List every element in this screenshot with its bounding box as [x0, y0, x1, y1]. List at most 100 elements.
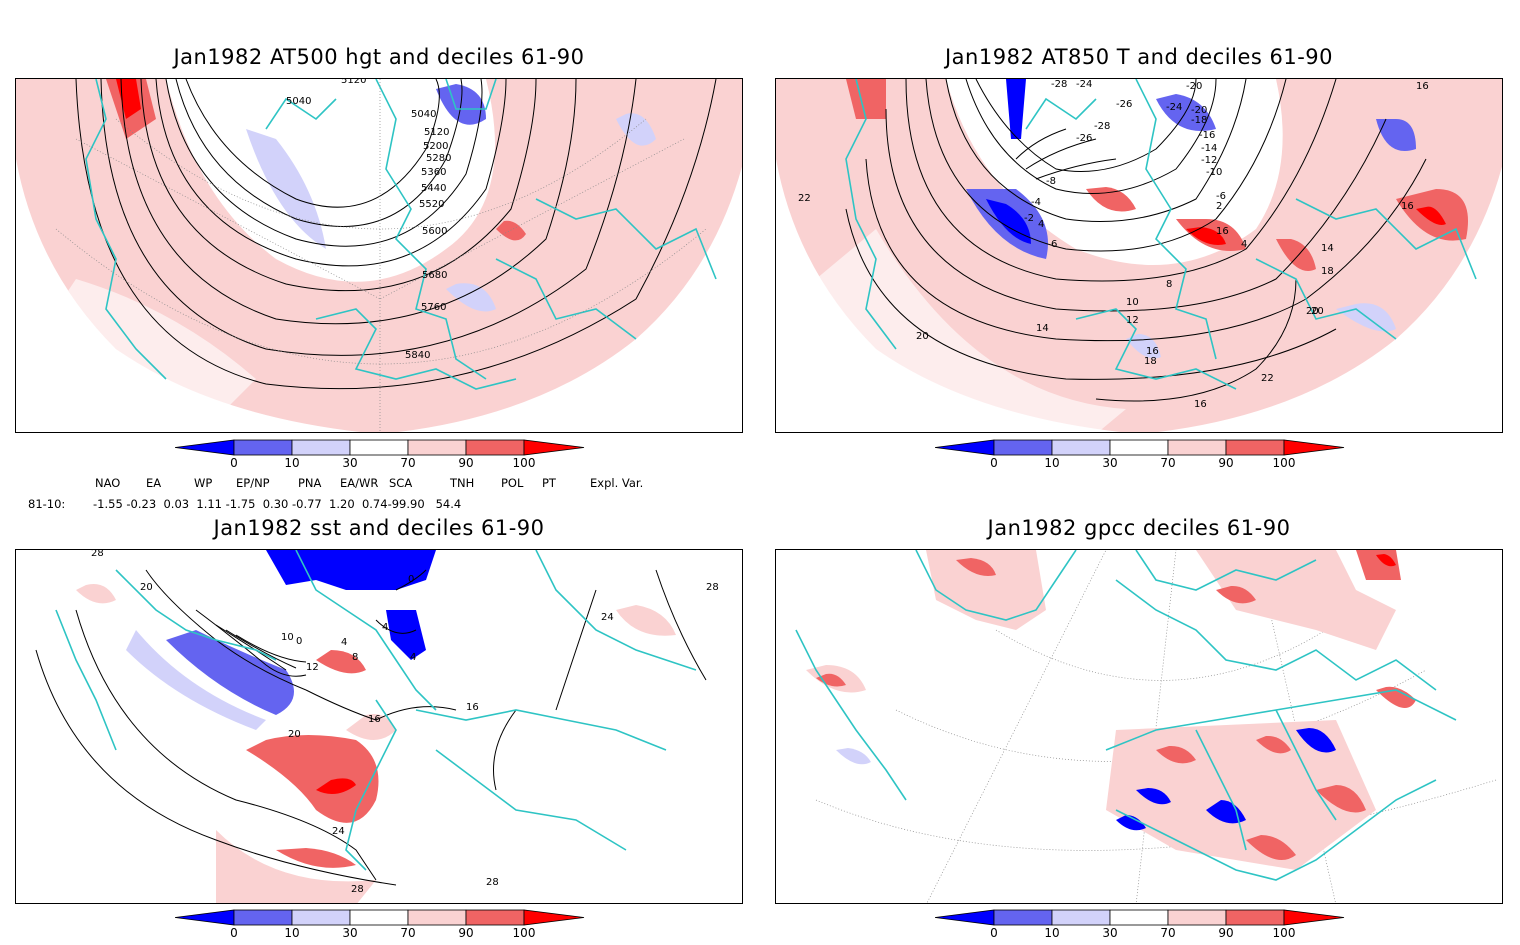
contour-label: 16 [1216, 226, 1229, 237]
colorbar-swatch [1225, 439, 1285, 456]
contour-label: 4 [410, 652, 416, 663]
colorbar-tick: 100 [512, 926, 536, 940]
contour-label: 5200 [423, 141, 448, 152]
contour-label: 8 [1166, 279, 1172, 290]
index-header: POL [501, 476, 524, 490]
contour-label: 5440 [421, 183, 446, 194]
index-header: PT [542, 476, 556, 490]
colorbar-swatch [1051, 439, 1111, 456]
contour-label: -16 [1199, 130, 1215, 141]
contour-label: 10 [281, 632, 294, 643]
contour-label: 5680 [422, 270, 447, 281]
colorbar-swatch [1051, 909, 1111, 926]
contour-label: 20 [1306, 306, 1319, 317]
index-header: EA/WR [340, 476, 379, 490]
contour-label: 16 [466, 702, 479, 713]
contour-label: -28 [1094, 121, 1110, 132]
panel-title-sst: Jan1982 sst and deciles 61-90 [213, 516, 545, 540]
contour-label: 28 [351, 884, 364, 895]
contour-label: -20 [1191, 105, 1207, 116]
contour-label: -10 [1206, 167, 1222, 178]
colorbar-swatch [291, 909, 351, 926]
contour-label: 8 [352, 652, 358, 663]
contour-label: 20 [916, 331, 929, 342]
colorbar-tick: 0 [230, 456, 238, 470]
contour-label: 5120 [341, 79, 366, 86]
contour-label: -20 [1186, 81, 1202, 92]
colorbar-swatch [1167, 909, 1227, 926]
contour-label: -18 [1191, 115, 1207, 126]
colorbar-swatch [349, 909, 409, 926]
contour-label: 5040 [286, 96, 311, 107]
contour-label: -6 [1216, 191, 1226, 202]
contour-label: 5600 [422, 226, 447, 237]
colorbar-tick: 70 [400, 926, 416, 940]
contour-label: 16 [1194, 399, 1207, 410]
colorbar-swatch [1167, 439, 1227, 456]
index-header: SCA [389, 476, 413, 490]
colorbar-swatches [175, 439, 585, 456]
colorbar-swatch [349, 439, 409, 456]
colorbar-swatch [935, 909, 995, 926]
contour-label: -14 [1201, 143, 1217, 154]
index-header: WP [194, 476, 213, 490]
contour-label: -28 [1051, 79, 1067, 90]
contour-label: 6 [1051, 239, 1057, 250]
colorbar-tick: 100 [512, 456, 536, 470]
contour-label: 10 [1126, 297, 1139, 308]
contour-label: -8 [1046, 176, 1056, 187]
map-t850-graphic: -28 -24 -20 -26 -24 -20 -28 -26 -18 -16 … [776, 79, 1502, 432]
contour-label: 24 [601, 612, 614, 623]
contour-label: -2 [1024, 213, 1034, 224]
contour-label: 24 [332, 826, 345, 837]
colorbar-swatch [1109, 909, 1169, 926]
contour-label: 16 [1146, 346, 1159, 357]
map-panel-gpcc [775, 549, 1503, 904]
contour-label: 4 [1241, 239, 1247, 250]
contour-label: 5040 [411, 109, 436, 120]
contour-label: 22 [1261, 373, 1274, 384]
map-panel-sst: 28 20 10 0 4 8 12 16 20 24 28 28 24 28 1… [15, 549, 743, 904]
map-hgt500-graphic: 5120 5040 5040 5120 5200 5280 5360 5440 … [16, 79, 742, 432]
colorbar-swatch [465, 909, 525, 926]
colorbar-hgt500: 0 10 30 70 90 100 [175, 439, 595, 475]
colorbar-tick: 10 [1044, 926, 1060, 940]
index-row-label: 81-10: [28, 497, 66, 511]
colorbar-swatch [935, 439, 995, 456]
colorbar-swatch [1109, 439, 1169, 456]
index-header: NAO [95, 476, 121, 490]
colorbar-tick: 30 [342, 456, 358, 470]
colorbar-t850: 0 10 30 70 90 100 [935, 439, 1355, 475]
colorbar-tick: 10 [284, 926, 300, 940]
index-header: EA [146, 476, 162, 490]
colorbar-swatch [523, 439, 585, 456]
map-gpcc-graphic [795, 550, 1497, 903]
map-panel-hgt500: 5120 5040 5040 5120 5200 5280 5360 5440 … [15, 78, 743, 433]
contour-label: 5520 [419, 199, 444, 210]
contour-label: 20 [140, 582, 153, 593]
panel-title-gpcc: Jan1982 gpcc deciles 61-90 [987, 516, 1291, 540]
colorbar-swatch [175, 909, 235, 926]
contour-label: 5120 [424, 127, 449, 138]
contour-label: 28 [706, 582, 719, 593]
colorbar-tick: 10 [284, 456, 300, 470]
colorbar-tick: 0 [230, 926, 238, 940]
colorbar-tick: 70 [400, 456, 416, 470]
contour-label: 12 [1126, 315, 1139, 326]
contour-label: 20 [1311, 306, 1324, 317]
contour-label: -26 [1076, 133, 1092, 144]
colorbar-swatch [465, 439, 525, 456]
contour-label: 18 [1144, 356, 1157, 367]
contour-label: 18 [1321, 266, 1334, 277]
contour-label: 4 [341, 637, 347, 648]
contour-label: 5760 [421, 302, 446, 313]
contour-label: 5840 [405, 350, 430, 361]
colorbar-tick: 70 [1160, 926, 1176, 940]
colorbar-gpcc: 0 10 30 70 90 100 [935, 909, 1355, 945]
colorbar-tick: 90 [458, 926, 474, 940]
colorbar-swatch [291, 439, 351, 456]
colorbar-tick: 100 [1272, 456, 1296, 470]
colorbar-swatches [935, 909, 1345, 926]
contour-label: 5360 [421, 167, 446, 178]
contour-label: 0 [296, 636, 302, 647]
